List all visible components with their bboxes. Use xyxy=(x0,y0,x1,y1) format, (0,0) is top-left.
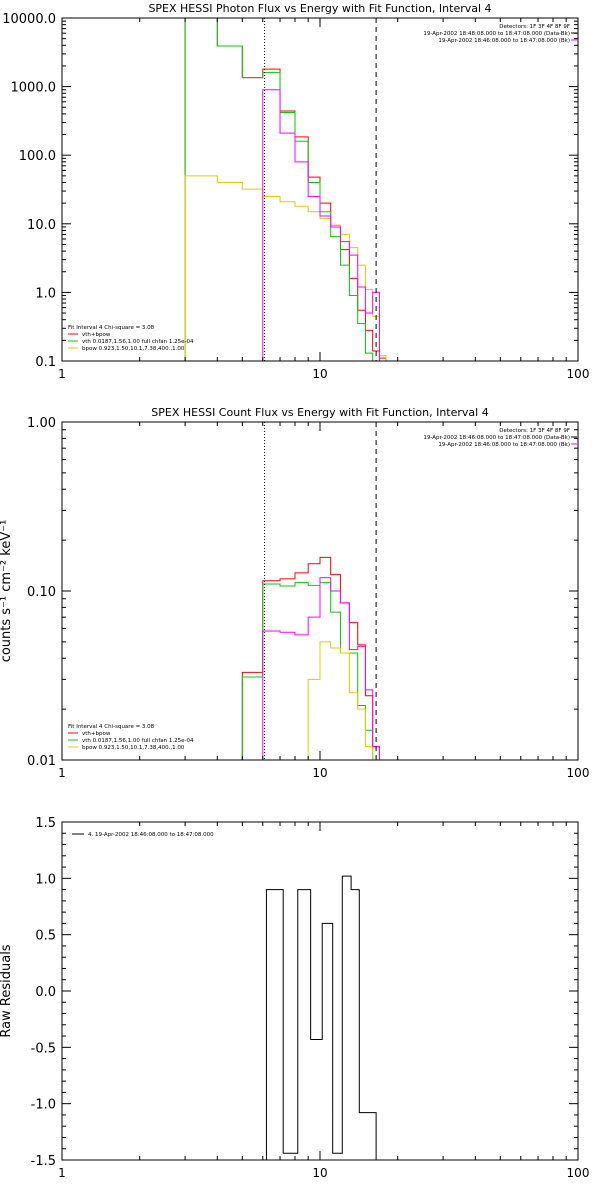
y-tick-label: 1.00 xyxy=(27,416,56,431)
y-tick-label: 0.5 xyxy=(35,929,56,944)
series-1-line xyxy=(184,18,374,361)
y-tick-label: 0.10 xyxy=(27,585,56,600)
legend-entry: vth 0.0187,1.56,1.00 full chfan 1.25e-04 xyxy=(82,738,194,744)
info-line: 19-Apr-2002 18:46:08.000 to 18:47:08.000… xyxy=(438,38,570,44)
x-tick-label: 1 xyxy=(58,1166,66,1180)
count-flux-panel: SPEX HESSI Count Flux vs Energy with Fit… xyxy=(0,406,589,780)
series-3-line xyxy=(262,89,380,361)
x-tick-label: 1 xyxy=(58,766,66,780)
y-tick-label: 10000.0 xyxy=(2,12,56,27)
x-tick-label: 10 xyxy=(312,766,327,780)
y-tick-label: -0.5 xyxy=(31,1041,56,1056)
legend-entry: vth+bpow xyxy=(82,731,111,737)
legend-header: Fit Interval 4 Chi-square = 3.08 xyxy=(68,724,155,730)
legend-entry: bpow 0.923,1.50,10.1,7.38,400.,1.00 xyxy=(82,745,185,751)
info-line: Detectors: 1F 3F 4F 8F 9F xyxy=(499,24,570,30)
photon-flux-panel: SPEX HESSI Photon Flux vs Energy with Fi… xyxy=(2,2,589,381)
x-tick-label: 1 xyxy=(58,367,66,381)
series-0-line xyxy=(184,18,387,361)
y-tick-label: 1000.0 xyxy=(11,81,57,96)
y-tick-label: 0.01 xyxy=(27,754,56,769)
plot-frame xyxy=(61,821,579,1161)
y-tick-label: 0.1 xyxy=(35,355,56,370)
x-tick-label: 10 xyxy=(312,1166,327,1180)
info-line: 19-Apr-2002 18:46:08.000 to 18:47:08.000… xyxy=(423,435,570,441)
y-tick-label: 1.0 xyxy=(35,286,56,301)
legend-entry: bpow 0.923,1.50,10.1,7.38,400.,1.00 xyxy=(82,346,185,352)
series-2-line xyxy=(184,175,387,361)
legend-entry: vth 0.0187,1.56,1.00 full chfan 1.25e-04 xyxy=(82,339,194,345)
y-tick-label: 1.0 xyxy=(35,872,56,887)
plot-area xyxy=(184,18,387,361)
x-tick-label: 100 xyxy=(567,766,590,780)
residuals-panel: 1 10 100 -1.5 -1.0 -0.5 0.0 0.5 1.0 1.5 Raw Residu… xyxy=(0,816,589,1180)
y-axis-label: counts s⁻¹ cm⁻² keV⁻¹ xyxy=(0,520,14,663)
chart-title: SPEX HESSI Photon Flux vs Energy with Fi… xyxy=(148,2,491,15)
info-line: Detectors: 1F 3F 4F 8F 9F xyxy=(499,428,570,434)
y-tick-label: 1.5 xyxy=(35,816,56,831)
y-axis-label: Raw Residuals xyxy=(0,944,14,1037)
y-tick-label: 0.0 xyxy=(35,985,56,1000)
x-tick-label: 10 xyxy=(312,367,327,381)
info-line: 19-Apr-2002 18:46:08.000 to 18:47:08.000… xyxy=(438,442,570,448)
legend-entry: vth+bpow xyxy=(82,332,111,338)
y-tick-label: 100.0 xyxy=(19,149,56,164)
series-2-line xyxy=(307,641,374,760)
legend-entry: 4. 19-Apr-2002 18:46:08.000 to 18:47:08.… xyxy=(88,832,214,838)
series-3-line xyxy=(262,577,380,760)
plot-area xyxy=(241,556,380,760)
x-tick-label: 100 xyxy=(567,367,590,381)
chart-title: SPEX HESSI Count Flux vs Energy with Fit… xyxy=(151,406,488,419)
x-tick-label: 100 xyxy=(567,1166,590,1180)
y-tick-label: -1.0 xyxy=(31,1098,56,1113)
series-0-line xyxy=(265,875,377,1160)
y-tick-label: -1.5 xyxy=(31,1154,56,1169)
legend-header: Fit Interval 4 Chi-square = 3.08 xyxy=(68,325,155,331)
info-line: 19-Apr-2002 18:48:08.000 to 18:47:08.000… xyxy=(423,31,570,37)
y-tick-label: 10.0 xyxy=(27,218,56,233)
series-0-line xyxy=(241,556,380,760)
plot-area xyxy=(265,875,377,1160)
